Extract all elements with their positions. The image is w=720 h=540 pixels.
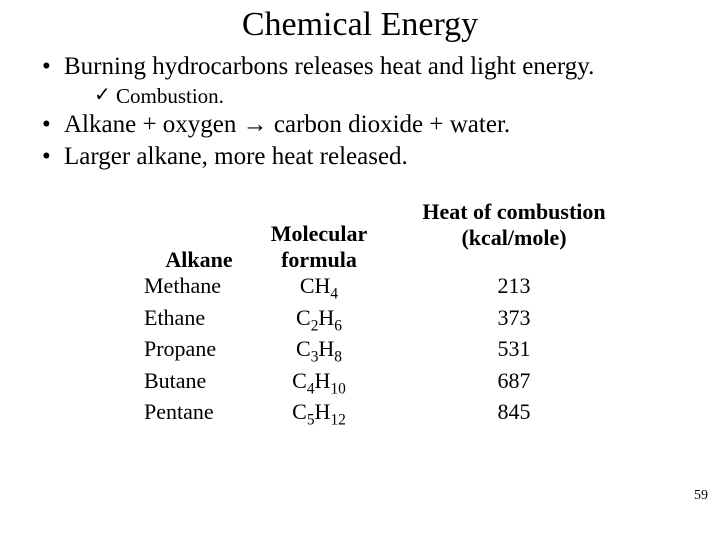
table-header-row: Alkane Molecular formula Heat of combust…: [144, 199, 644, 272]
cell-formula: C2H6: [254, 304, 384, 336]
cell-formula: CH4: [254, 272, 384, 304]
col-header-heat: Heat of combustion (kcal/mole): [384, 199, 644, 272]
bullet-list: Burning hydrocarbons releases heat and l…: [34, 52, 690, 171]
slide-body: Burning hydrocarbons releases heat and l…: [0, 52, 720, 430]
table-row: Pentane C5H12 845: [144, 398, 644, 430]
cell-name: Pentane: [144, 398, 254, 430]
cell-heat: 531: [384, 335, 644, 367]
cell-name: Propane: [144, 335, 254, 367]
cell-formula: C4H10: [254, 367, 384, 399]
bullet-1-sub: Combustion.: [94, 84, 690, 109]
cell-name: Methane: [144, 272, 254, 304]
cell-name: Ethane: [144, 304, 254, 336]
slide: Chemical Energy Burning hydrocarbons rel…: [0, 0, 720, 540]
bullet-1: Burning hydrocarbons releases heat and l…: [34, 52, 690, 108]
page-number: 59: [694, 488, 708, 504]
bullet-2: Alkane + oxygen → carbon dioxide + water…: [34, 110, 690, 140]
cell-heat: 845: [384, 398, 644, 430]
arrow-icon: →: [243, 111, 268, 138]
cell-formula: C3H8: [254, 335, 384, 367]
table-body: Methane CH4 213 Ethane C2H6 373 Propane …: [144, 272, 644, 430]
combustion-table: Alkane Molecular formula Heat of combust…: [144, 199, 644, 430]
col-header-formula-l1: Molecular: [271, 221, 368, 246]
cell-heat: 373: [384, 304, 644, 336]
cell-formula: C5H12: [254, 398, 384, 430]
col-header-formula: Molecular formula: [254, 199, 384, 272]
bullet-1-text: Burning hydrocarbons releases heat and l…: [64, 53, 594, 80]
col-header-alkane: Alkane: [144, 199, 254, 272]
bullet-2-post: carbon dioxide + water.: [268, 111, 511, 138]
col-header-heat-l1: Heat of combustion: [422, 199, 605, 224]
col-header-alkane-text: Alkane: [165, 247, 232, 272]
bullet-3: Larger alkane, more heat released.: [34, 142, 690, 172]
table-row: Butane C4H10 687: [144, 367, 644, 399]
slide-title: Chemical Energy: [0, 0, 720, 52]
combustion-table-wrap: Alkane Molecular formula Heat of combust…: [144, 199, 644, 430]
table-row: Methane CH4 213: [144, 272, 644, 304]
table-row: Propane C3H8 531: [144, 335, 644, 367]
bullet-2-pre: Alkane + oxygen: [64, 111, 243, 138]
bullet-3-text: Larger alkane, more heat released.: [64, 143, 408, 170]
col-header-formula-l2: formula: [281, 247, 357, 272]
cell-heat: 213: [384, 272, 644, 304]
cell-heat: 687: [384, 367, 644, 399]
cell-name: Butane: [144, 367, 254, 399]
table-row: Ethane C2H6 373: [144, 304, 644, 336]
col-header-heat-l2: (kcal/mole): [461, 225, 566, 250]
